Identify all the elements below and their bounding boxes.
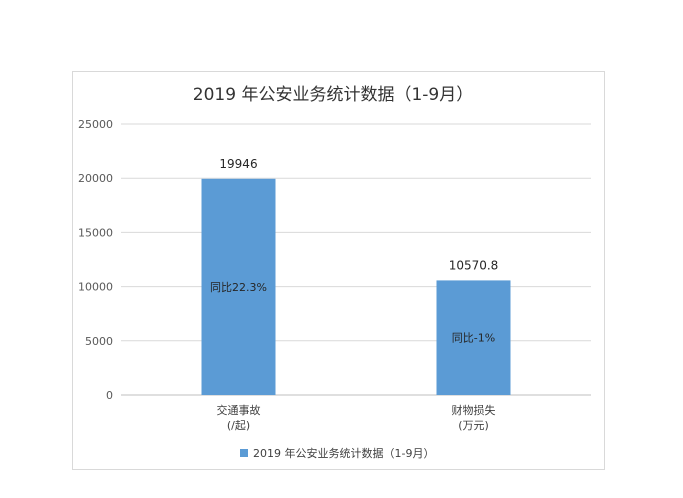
bar [436, 280, 511, 395]
chart-canvas: 0 5000 10000 15000 20000 25000 19946 同比22.3% 交通事… [78, 85, 591, 460]
gridlines [121, 123, 591, 396]
bar [201, 178, 276, 395]
y-tick-label: 20000 [78, 172, 113, 185]
labels: 0 5000 10000 15000 20000 25000 19946 同比22.3% 交通事… [78, 118, 498, 432]
x-tick-label: 财物损失 [452, 403, 496, 417]
chart-title: 2019 年公安业务统计数据（1-9月） [193, 85, 473, 105]
y-tick-label: 15000 [78, 226, 113, 239]
y-tick-label: 25000 [78, 118, 113, 131]
bar-inner-label: 同比-1% [452, 332, 495, 345]
legend-label: 2019 年公安业务统计数据（1-9月） [253, 446, 434, 460]
legend: 2019 年公安业务统计数据（1-9月） [240, 446, 434, 460]
y-tick-label: 10000 [78, 281, 113, 294]
y-tick-label: 5000 [85, 335, 113, 348]
bar-inner-label: 同比22.3% [210, 281, 267, 294]
chart-frame: 0 5000 10000 15000 20000 25000 19946 同比22.3% 交通事… [72, 71, 605, 470]
x-tick-label-unit: (/起) [227, 419, 250, 432]
bars [201, 178, 511, 395]
x-tick-label: 交通事故 [217, 403, 261, 417]
data-label: 19946 [219, 157, 257, 171]
data-label: 10570.8 [449, 258, 499, 272]
x-tick-label-unit: (万元) [458, 419, 489, 432]
legend-swatch [240, 449, 248, 457]
y-tick-label: 0 [106, 389, 113, 402]
